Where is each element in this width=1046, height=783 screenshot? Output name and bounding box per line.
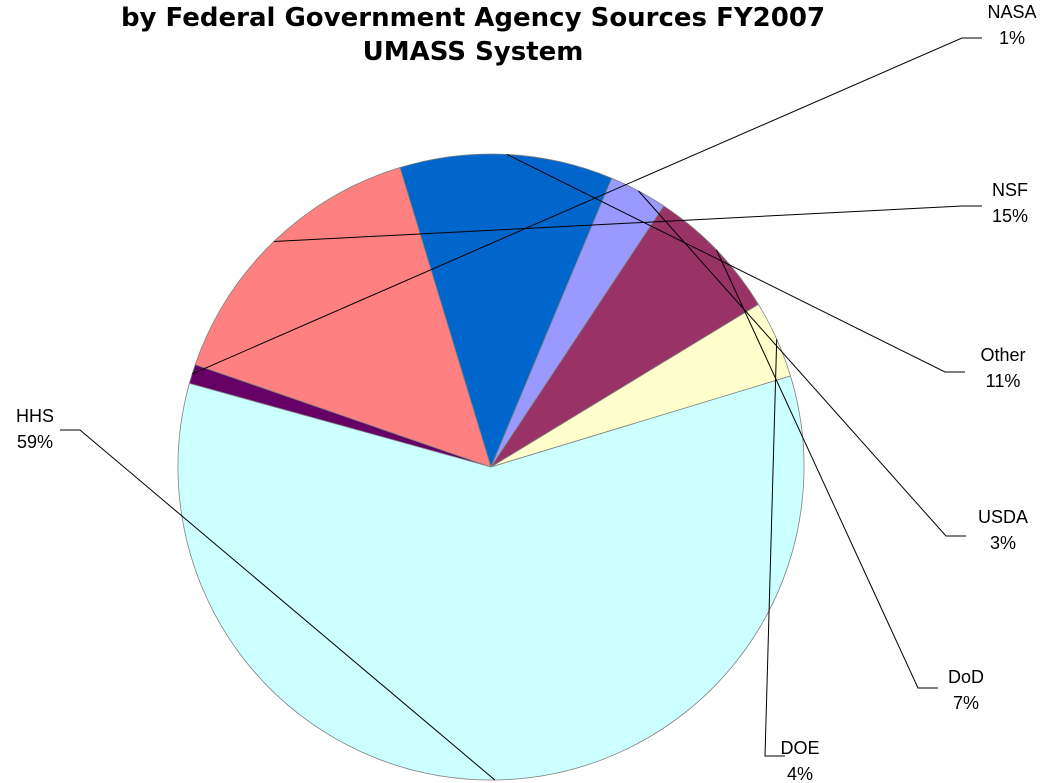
leader-line-doe bbox=[764, 339, 785, 757]
slice-value-usda: 3% bbox=[990, 533, 1016, 553]
slice-value-nasa: 1% bbox=[999, 28, 1025, 48]
slice-label-dod: DoD bbox=[948, 667, 984, 687]
slice-label-nasa: NASA bbox=[987, 2, 1036, 22]
slice-label-hhs: HHS bbox=[16, 406, 54, 426]
leader-line-other bbox=[506, 153, 965, 373]
chart-title-line-2: UMASS System bbox=[363, 37, 584, 67]
slice-value-hhs: 59% bbox=[17, 432, 53, 452]
pie-slices bbox=[177, 153, 805, 781]
slice-labels: NASA 1% NSF 15% Other 11% USDA 3% DoD 7% DOE 4% HHS 5… bbox=[16, 2, 1037, 783]
slice-label-nsf: NSF bbox=[992, 180, 1028, 200]
leader-line-nasa bbox=[191, 37, 982, 375]
leader-lines bbox=[60, 37, 982, 781]
leader-line-dod bbox=[716, 249, 938, 689]
leader-line-nsf bbox=[273, 205, 982, 242]
slice-value-dod: 7% bbox=[953, 693, 979, 713]
slice-label-doe: DOE bbox=[780, 738, 819, 758]
chart-title-line-1: by Federal Government Agency Sources FY2… bbox=[121, 3, 825, 33]
slice-value-doe: 4% bbox=[787, 764, 813, 783]
leader-line-usda bbox=[638, 190, 966, 537]
slice-value-nsf: 15% bbox=[992, 206, 1028, 226]
slice-label-other: Other bbox=[980, 345, 1025, 365]
slice-label-usda: USDA bbox=[978, 507, 1028, 527]
slice-value-other: 11% bbox=[986, 371, 1021, 391]
leader-line-hhs bbox=[60, 429, 496, 781]
